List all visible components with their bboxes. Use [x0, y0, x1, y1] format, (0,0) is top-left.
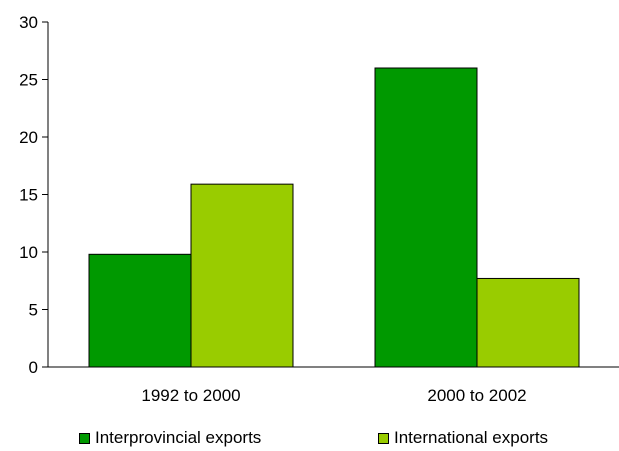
y-tick-label: 10: [19, 243, 38, 262]
y-tick-label: 15: [19, 186, 38, 205]
bars: [88, 67, 580, 368]
x-axis-labels: 1992 to 2000 2000 to 2002: [141, 386, 526, 405]
y-tick-label: 5: [29, 301, 38, 320]
legend-item-international: International exports: [378, 428, 548, 448]
y-tick-label: 30: [19, 13, 38, 32]
x-tick-label: 1992 to 2000: [141, 386, 240, 405]
y-axis-ticks: 0 5 10 15 20 25 30: [19, 13, 48, 377]
bar: [476, 277, 580, 368]
legend-swatch-interprovincial: [79, 432, 90, 444]
x-tick-label: 2000 to 2002: [427, 386, 526, 405]
bar: [88, 253, 192, 368]
bar: [190, 183, 294, 368]
legend-swatch-international: [378, 432, 389, 444]
legend-label-international: International exports: [394, 428, 549, 447]
legend-label-interprovincial: Interprovincial exports: [95, 428, 262, 447]
y-tick-label: 25: [19, 71, 38, 90]
bar: [374, 67, 478, 368]
bar-chart: 0 5 10 15 20 25 30 1992 to 2000 2000 to 2002: [19, 13, 619, 405]
legend-item-interprovincial: Interprovincial exports: [79, 428, 261, 448]
y-tick-label: 0: [29, 358, 38, 377]
y-tick-label: 20: [19, 128, 38, 147]
legend: Interprovincial exports International ex…: [0, 428, 619, 450]
